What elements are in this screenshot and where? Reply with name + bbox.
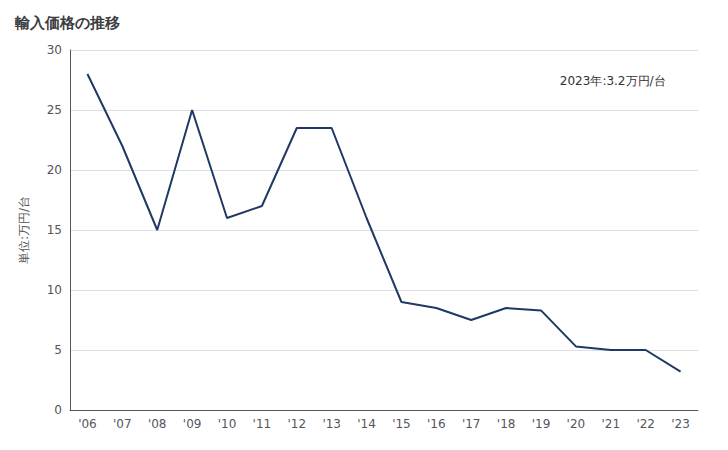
svg-text:10: 10 xyxy=(47,283,62,297)
svg-text:30: 30 xyxy=(47,43,62,57)
svg-text:2023年:3.2万円/台: 2023年:3.2万円/台 xyxy=(560,74,666,88)
svg-text:'12: '12 xyxy=(287,417,306,431)
svg-text:'11: '11 xyxy=(253,417,272,431)
svg-text:'17: '17 xyxy=(462,417,481,431)
svg-text:単位:万円/台: 単位:万円/台 xyxy=(17,196,31,264)
svg-text:5: 5 xyxy=(54,343,62,357)
svg-text:'14: '14 xyxy=(357,417,376,431)
svg-text:'10: '10 xyxy=(218,417,237,431)
svg-text:輸入価格の推移: 輸入価格の推移 xyxy=(14,14,120,32)
svg-text:'19: '19 xyxy=(532,417,551,431)
svg-text:'09: '09 xyxy=(183,417,202,431)
svg-text:'07: '07 xyxy=(113,417,132,431)
svg-text:20: 20 xyxy=(47,163,62,177)
svg-text:'13: '13 xyxy=(322,417,341,431)
svg-text:'21: '21 xyxy=(601,417,620,431)
svg-text:'08: '08 xyxy=(148,417,167,431)
svg-text:0: 0 xyxy=(54,403,62,417)
svg-text:'06: '06 xyxy=(78,417,97,431)
svg-text:'15: '15 xyxy=(392,417,411,431)
svg-text:'22: '22 xyxy=(636,417,655,431)
svg-text:'20: '20 xyxy=(567,417,586,431)
svg-text:'16: '16 xyxy=(427,417,446,431)
svg-text:25: 25 xyxy=(47,103,62,117)
svg-text:15: 15 xyxy=(47,223,62,237)
svg-text:'23: '23 xyxy=(671,417,690,431)
svg-text:'18: '18 xyxy=(497,417,516,431)
